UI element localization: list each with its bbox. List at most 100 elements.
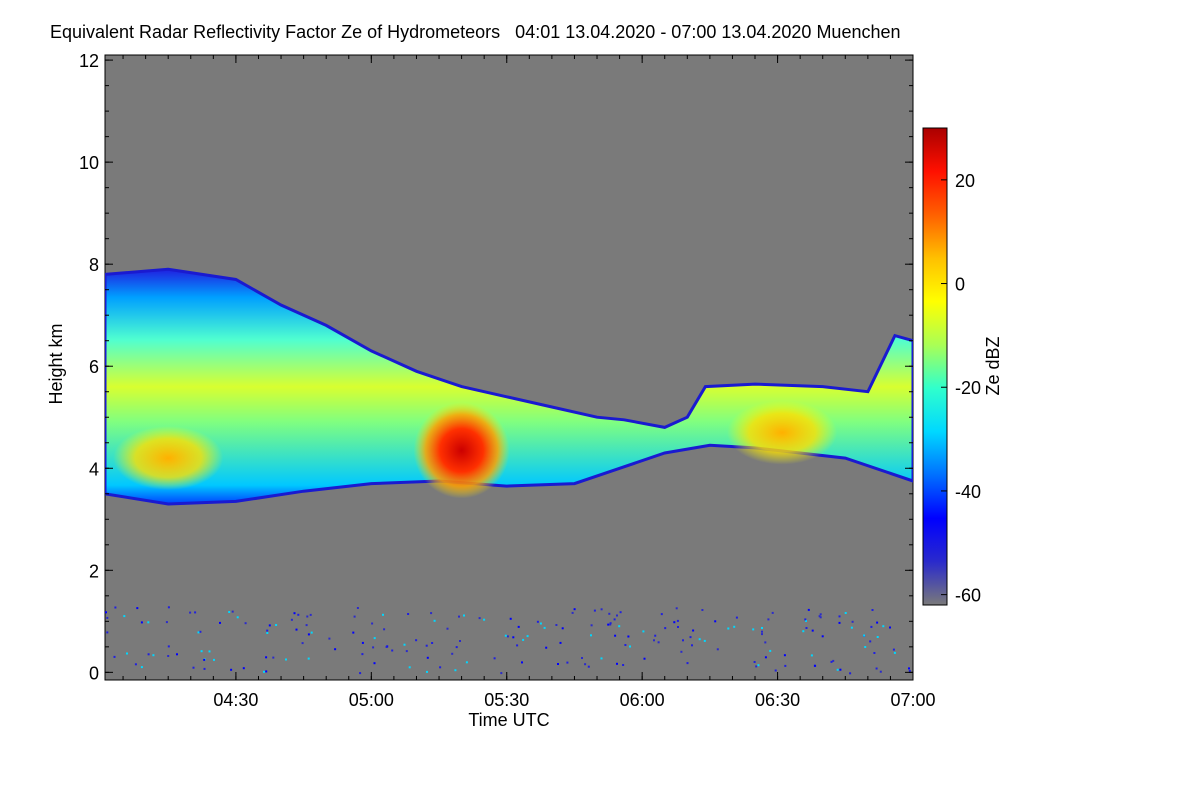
x-tick-label: 07:00 [890, 690, 935, 710]
clutter-speck [231, 610, 234, 613]
clutter-speck [208, 650, 211, 653]
clutter-speck [147, 653, 150, 656]
clutter-speck [106, 616, 109, 619]
clutter-speck [415, 639, 418, 642]
y-tick-label: 10 [79, 153, 99, 173]
clutter-speck [805, 627, 808, 629]
clutter-speck [189, 611, 192, 614]
clutter-speck [391, 649, 394, 652]
clutter-speck [607, 623, 610, 626]
clutter-speck [757, 664, 760, 667]
clutter-speck [761, 627, 763, 629]
clutter-speck [677, 626, 679, 628]
clutter-speck [627, 635, 630, 638]
clutter-speck [838, 621, 841, 624]
clutter-speck [622, 664, 625, 666]
colorbar-tick-label: -60 [955, 586, 981, 606]
colorbar-tick-label: -40 [955, 482, 981, 502]
clutter-speck [478, 617, 481, 620]
clutter-speck [689, 636, 692, 639]
clutter-speck [629, 645, 631, 648]
clutter-speck [543, 626, 546, 629]
clutter-speck [463, 614, 465, 617]
clutter-speck [383, 628, 386, 631]
clutter-speck [584, 663, 587, 666]
clutter-speck [493, 657, 496, 660]
x-tick-label: 06:30 [755, 690, 800, 710]
clutter-speck [653, 639, 655, 642]
clutter-speck [465, 661, 468, 664]
clutter-speck [836, 668, 839, 671]
clutter-speck [512, 636, 515, 639]
clutter-speck [879, 670, 882, 673]
clutter-speck [864, 646, 867, 648]
clutter-speck [830, 660, 833, 663]
clutter-speck [654, 634, 657, 637]
clutter-speck [832, 659, 835, 662]
clutter-speck [561, 627, 564, 630]
clutter-speck [373, 637, 376, 640]
clutter-speck [600, 608, 603, 611]
clutter-speck [516, 644, 519, 647]
colorbar-tick-label: -20 [955, 378, 981, 398]
colorbar-ticks: 20 0 -20 -40 -60 [941, 171, 981, 606]
clutter-speck [285, 658, 287, 661]
clutter-speck [373, 662, 376, 665]
x-tick-label: 04:30 [213, 690, 258, 710]
clutter-speck [123, 615, 126, 618]
colorbar [922, 127, 948, 606]
clutter-speck [451, 652, 454, 655]
clutter-speck [701, 609, 704, 611]
clutter-speck [504, 634, 507, 637]
clutter-speck [876, 636, 879, 638]
clutter-speck [305, 624, 308, 627]
clutter-speck [408, 666, 411, 669]
clutter-speck [850, 626, 853, 629]
clutter-speck [293, 612, 296, 615]
clutter-speck [265, 656, 268, 659]
clutter-speck [290, 618, 293, 621]
colorbar-label: Ze dBZ [983, 336, 1003, 395]
clutter-speck [616, 614, 618, 617]
y-tick-label: 2 [89, 561, 99, 581]
clutter-speck [676, 619, 679, 622]
clutter-speck [134, 663, 137, 666]
clutter-speck [194, 611, 197, 614]
clutter-speck [727, 627, 730, 630]
clutter-speck [608, 612, 611, 615]
clutter-speck [106, 631, 109, 634]
clutter-speck [426, 656, 429, 659]
clutter-speck [686, 662, 689, 665]
clutter-speck [407, 613, 410, 615]
clutter-speck [783, 654, 786, 657]
clutter-speck [272, 656, 275, 659]
clutter-speck [869, 640, 872, 643]
clutter-speck [455, 646, 458, 649]
clutter-speck [228, 611, 231, 613]
clutter-speck [733, 625, 736, 628]
clutter-speck [126, 652, 128, 655]
colorbar-tick-label: 0 [955, 275, 965, 295]
clutter-speck [716, 648, 719, 651]
clutter-speck [426, 670, 428, 673]
clutter-speck [889, 626, 891, 629]
y-tick-label: 12 [79, 51, 99, 71]
clutter-speck [849, 672, 852, 675]
clutter-speck [838, 615, 841, 618]
clutter-speck [167, 645, 170, 648]
clutter-speck [310, 631, 313, 634]
reflectivity-core [413, 402, 510, 499]
x-tick-label: 06:00 [620, 690, 665, 710]
clutter-speck [664, 627, 667, 630]
reflectivity-cores [113, 400, 838, 499]
clutter-speck [439, 666, 442, 669]
clutter-speck [403, 643, 406, 646]
clutter-speck [244, 622, 247, 625]
chart-title: Equivalent Radar Reflectivity Factor Ze … [50, 22, 901, 42]
clutter-speck [774, 669, 777, 672]
clutter-speck [430, 612, 433, 615]
clutter-speck [590, 624, 593, 627]
x-tick-label: 05:00 [349, 690, 394, 710]
clutter-speck [539, 622, 542, 625]
clutter-speck [863, 634, 866, 637]
